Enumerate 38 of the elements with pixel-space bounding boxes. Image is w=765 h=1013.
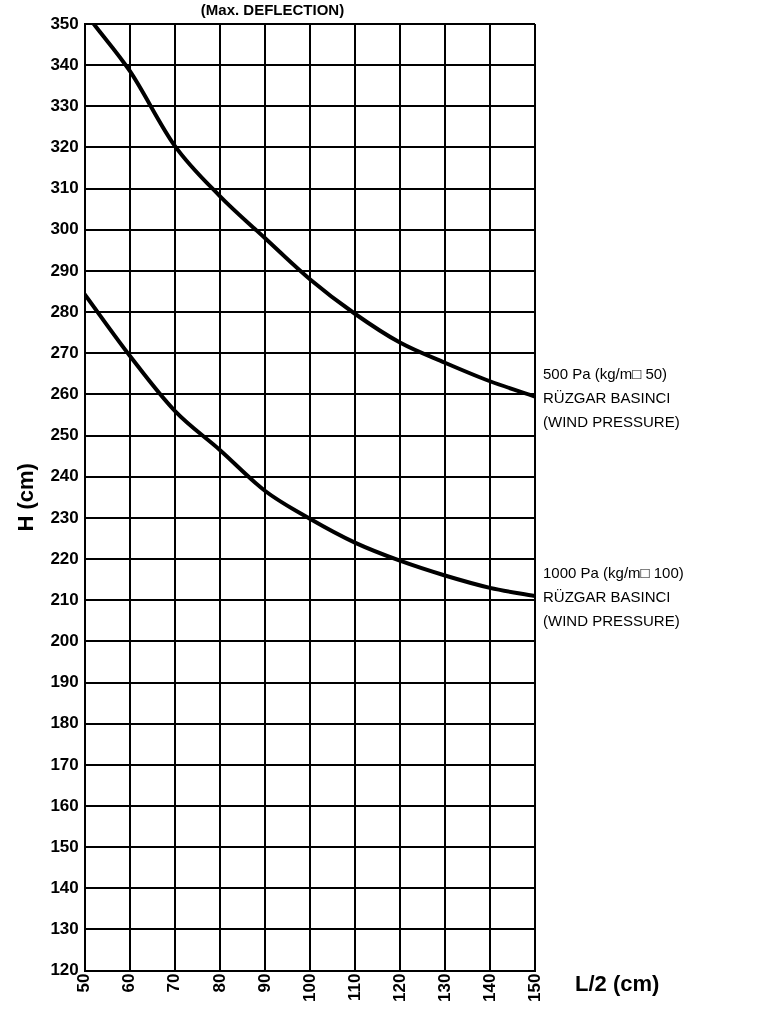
y-tick-label: 140 — [50, 878, 79, 898]
y-tick-label: 240 — [50, 466, 79, 486]
y-tick-label: 230 — [50, 507, 79, 527]
y-axis-title: H (cm) — [13, 463, 39, 532]
x-tick-label: 140 — [479, 973, 499, 1003]
x-tick-label: 80 — [209, 973, 229, 993]
y-tick-label: 290 — [50, 260, 79, 280]
y-tick-label: 260 — [50, 384, 79, 404]
x-tick-label: 100 — [299, 973, 319, 1003]
y-tick-label: 210 — [50, 589, 79, 609]
x-tick-label: 150 — [524, 973, 544, 1003]
y-tick-label: 220 — [50, 548, 79, 568]
y-tick-label: 320 — [50, 137, 79, 157]
y-tick-label: 300 — [50, 219, 79, 239]
x-tick-label: 60 — [119, 973, 139, 993]
y-tick-label: 200 — [50, 631, 79, 651]
y-tick-label: 130 — [50, 919, 79, 939]
y-tick-label: 310 — [50, 178, 79, 198]
y-tick-label: 150 — [50, 836, 79, 856]
x-tick-label: 120 — [389, 973, 409, 1003]
y-tick-label: 170 — [50, 754, 79, 774]
y-tick-label: 180 — [50, 713, 79, 733]
annotation: 1000 Pa (kg/m□ 100) RÜZGAR BASINCI (WIND PRESSURE) — [543, 564, 684, 630]
x-tick-label: 130 — [434, 973, 454, 1003]
x-axis-title: L/2 (cm) — [575, 971, 660, 997]
y-tick-label: 270 — [50, 342, 79, 362]
x-tick-label: 70 — [164, 973, 184, 993]
annotation: 500 Pa (kg/m□ 50) RÜZGAR BASINCI (WIND PRESSURE) — [543, 364, 680, 430]
y-tick-label: 190 — [50, 672, 79, 692]
y-tick-label: 280 — [50, 301, 79, 321]
y-tick-label: 330 — [50, 96, 79, 115]
chart-title: (Max. DEFLECTION) — [200, 1, 345, 19]
x-tick-label: 110 — [344, 973, 364, 1002]
y-tick-label: 350 — [50, 13, 79, 33]
y-tick-label: 160 — [50, 795, 79, 815]
x-tick-label: 90 — [254, 973, 274, 993]
y-tick-label: 340 — [50, 54, 79, 74]
y-tick-label: 250 — [50, 425, 79, 445]
